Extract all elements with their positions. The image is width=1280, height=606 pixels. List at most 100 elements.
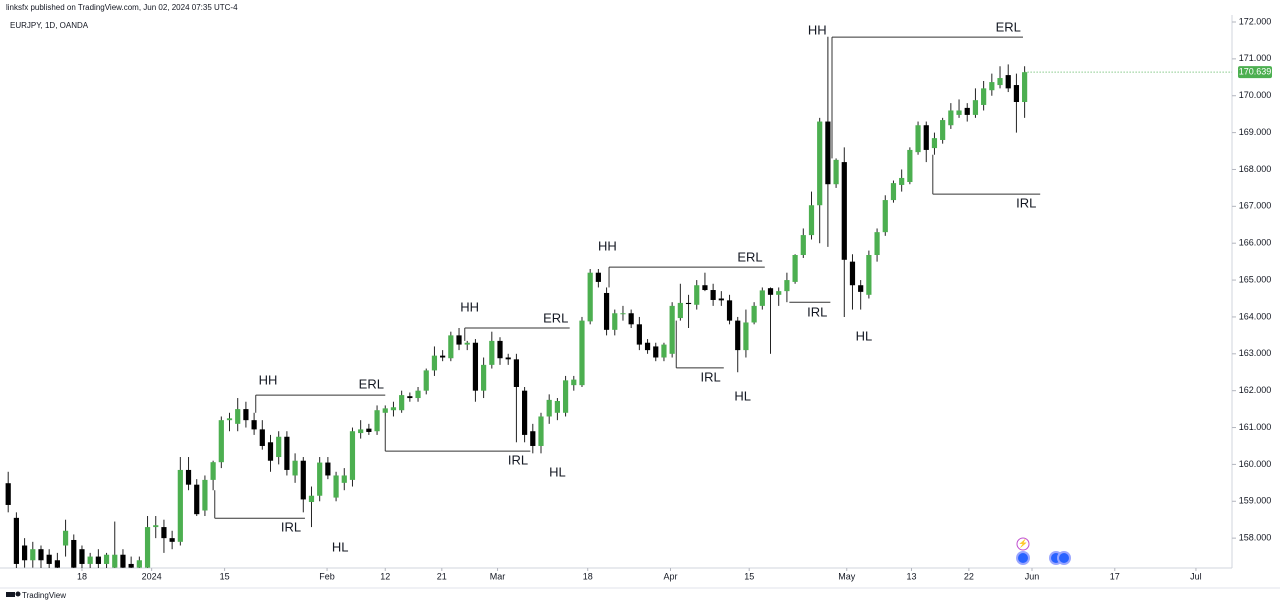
- candle-body: [874, 232, 880, 256]
- candle-body: [907, 149, 913, 183]
- candle-body: [284, 436, 290, 470]
- logo: [6, 591, 21, 597]
- candle-body: [153, 525, 159, 528]
- x-tick-label: 18: [77, 571, 87, 581]
- x-tick-label: Jun: [1025, 571, 1040, 581]
- annotation: ERL: [737, 249, 762, 264]
- candle-body: [21, 545, 28, 561]
- candle-body: [374, 410, 380, 432]
- candle-body: [931, 138, 938, 149]
- candle-body: [1013, 85, 1020, 103]
- candle-body: [817, 121, 823, 206]
- candle-body: [866, 255, 872, 295]
- candle-body: [71, 539, 77, 568]
- candle-body: [784, 280, 790, 292]
- plot-area: [5, 36, 1041, 568]
- annotation: IRL: [1016, 196, 1036, 211]
- candle-body: [87, 556, 93, 564]
- candle-body: [308, 495, 315, 503]
- candle-body: [587, 272, 593, 322]
- candle-body: [194, 484, 200, 515]
- candle-body: [522, 390, 528, 435]
- candle-body: [317, 462, 323, 496]
- candle-body: [677, 302, 683, 319]
- candle-body: [948, 110, 954, 126]
- candle-body: [776, 291, 782, 295]
- y-tick-label: 167.000: [1239, 201, 1272, 211]
- candle-body: [849, 261, 856, 286]
- candle-body: [546, 399, 552, 417]
- candle-body: [341, 475, 347, 483]
- annotation: IRL: [807, 304, 827, 319]
- candle-body: [349, 431, 356, 480]
- candle-body: [333, 475, 339, 498]
- chart-title: EURJPY, 1D, OANDA: [10, 21, 89, 30]
- candle-body: [46, 554, 52, 564]
- candle-body: [136, 560, 142, 568]
- candle-body: [243, 409, 249, 421]
- candle-body: [743, 322, 749, 351]
- candle-body: [579, 320, 585, 386]
- candle-body: [628, 313, 634, 325]
- candle-body: [218, 420, 224, 463]
- y-tick-label: 159.000: [1239, 496, 1272, 506]
- candle-body: [1005, 75, 1011, 89]
- candle-body: [5, 483, 11, 505]
- candle-body: [538, 416, 544, 446]
- candle-body: [710, 290, 716, 300]
- candle-body: [481, 364, 487, 391]
- candle-body: [562, 380, 569, 413]
- candle-body: [415, 390, 421, 399]
- annotation: HL: [332, 540, 349, 555]
- candle-body: [440, 355, 446, 358]
- candle-body: [858, 285, 864, 292]
- annotation: ERL: [543, 311, 568, 326]
- candle-body: [185, 469, 192, 485]
- candle-body: [890, 183, 897, 201]
- y-tick-label: 160.000: [1239, 459, 1272, 469]
- annotation: IRL: [508, 453, 528, 468]
- y-tick-label: 171.000: [1239, 53, 1272, 63]
- annotation: HL: [734, 388, 751, 403]
- candle-body: [448, 335, 454, 359]
- y-tick-label: 163.000: [1239, 348, 1272, 358]
- footer-brand: TradingView: [22, 591, 66, 600]
- candle-body: [210, 462, 216, 480]
- candle-body: [636, 324, 642, 345]
- y-tick-label: 162.000: [1239, 385, 1272, 395]
- candle-body: [489, 340, 495, 365]
- x-tick-label: 2024: [142, 571, 162, 581]
- candle-body: [653, 346, 659, 358]
- candle-body: [276, 436, 282, 458]
- y-tick-label: 169.000: [1239, 127, 1272, 137]
- candle-body: [972, 100, 979, 115]
- annotation: HH: [808, 22, 827, 37]
- candle-body: [456, 335, 462, 345]
- candle-body: [161, 527, 167, 539]
- y-tick-label: 161.000: [1239, 422, 1272, 432]
- annotation: IRL: [281, 520, 301, 535]
- candle-body: [661, 344, 667, 358]
- candle-body: [13, 517, 19, 564]
- candle-body: [603, 292, 610, 330]
- candle-body: [915, 125, 921, 153]
- candle-body: [103, 554, 110, 564]
- candle-body: [226, 418, 233, 421]
- candle-body: [382, 408, 388, 413]
- candle-body: [940, 120, 946, 140]
- candle-body: [792, 255, 798, 282]
- candle-body: [571, 379, 577, 386]
- candle-body: [882, 200, 888, 233]
- x-tick-label: 15: [220, 571, 230, 581]
- candle-body: [431, 355, 438, 371]
- candle-body: [530, 431, 536, 446]
- candle-body: [513, 359, 520, 387]
- candle-body: [825, 121, 831, 185]
- candle-body: [808, 205, 815, 236]
- y-tick-label: 164.000: [1239, 311, 1272, 321]
- y-tick-label: 172.000: [1239, 16, 1272, 26]
- candle-body: [694, 285, 700, 305]
- candle-body: [177, 469, 183, 542]
